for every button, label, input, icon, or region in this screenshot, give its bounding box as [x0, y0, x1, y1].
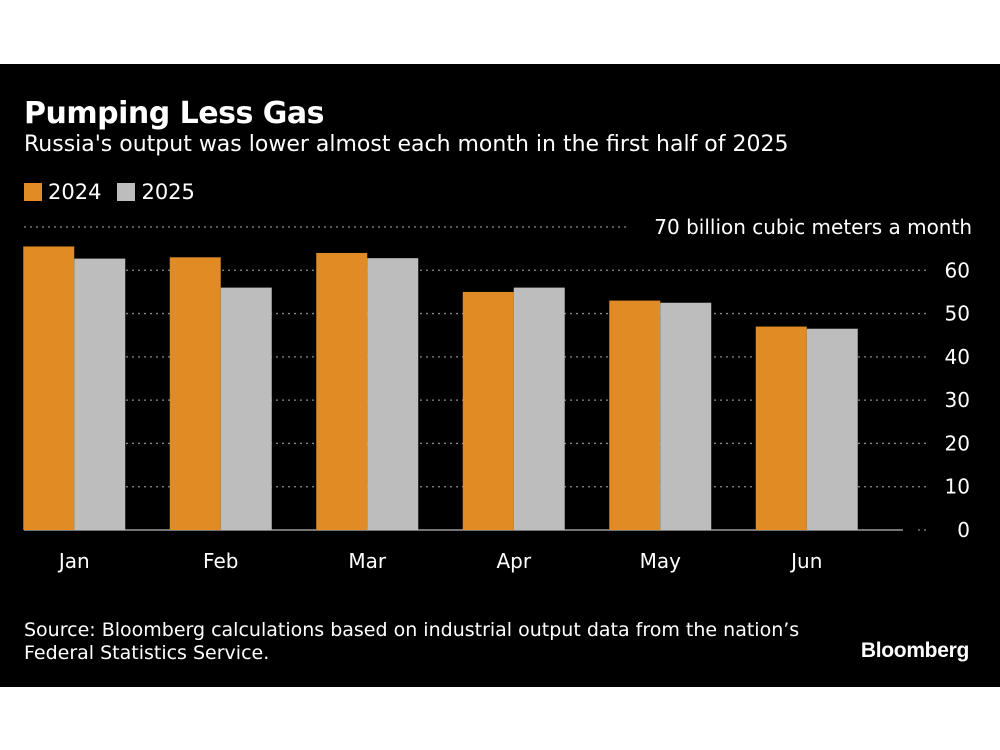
y-tick-label: 30	[945, 388, 970, 412]
x-tick-label: Apr	[496, 549, 531, 573]
legend-swatch-2024	[24, 183, 42, 201]
legend-label-2025: 2025	[141, 180, 195, 204]
y-tick-label: 50	[945, 302, 970, 326]
legend-item-2025: 2025	[117, 180, 195, 204]
y-tick-label: 60	[945, 258, 970, 282]
bar-2024-may	[609, 300, 661, 530]
x-tick-label: Jan	[57, 549, 90, 573]
legend-item-2024: 2024	[24, 180, 101, 204]
bar-2025-jan	[74, 258, 126, 530]
y-tick-label: 20	[945, 431, 970, 455]
y-tick-label: 0	[957, 518, 970, 542]
chart-title: Pumping Less Gas	[24, 96, 324, 131]
bar-2024-apr	[462, 291, 514, 530]
x-tick-label: May	[640, 549, 682, 573]
legend-label-2024: 2024	[48, 180, 102, 204]
y-tick-label: 10	[945, 475, 970, 499]
legend: 2024 2025	[24, 180, 203, 204]
bar-2025-feb	[220, 287, 272, 530]
bar-2024-jun	[755, 326, 807, 530]
bloomberg-logo: Bloomberg	[860, 639, 969, 662]
bar-2025-mar	[367, 258, 419, 530]
bar-2024-feb	[169, 257, 221, 530]
y-tick-label: 40	[945, 345, 970, 369]
legend-swatch-2025	[117, 183, 136, 201]
bar-chart: 0 10 20 30 40 50 60 70 billion cubic meters a m…	[23, 215, 972, 573]
chart-subtitle: Russia's output was lower almost each mo…	[24, 132, 789, 157]
chart-panel: Pumping Less Gas Russia's output was low…	[0, 64, 1000, 687]
y-unit-label: 70 billion cubic meters a month	[654, 215, 972, 239]
bar-2025-may	[660, 302, 712, 530]
bar-2024-mar	[316, 252, 368, 530]
bar-2024-jan	[23, 246, 75, 530]
x-tick-label: Jun	[789, 549, 822, 573]
x-tick-label: Mar	[348, 549, 387, 573]
x-tick-label: Feb	[203, 549, 238, 573]
bar-2025-jun	[806, 328, 858, 530]
bar-2025-apr	[513, 287, 565, 530]
source-note: Source: Bloomberg calculations based on …	[24, 619, 800, 664]
